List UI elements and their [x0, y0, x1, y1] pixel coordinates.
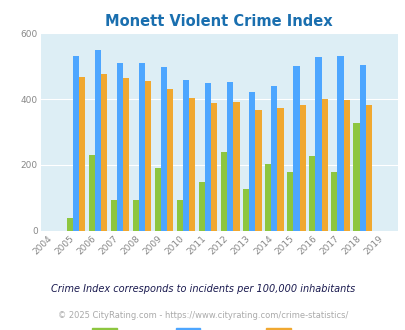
Bar — [233, 102, 239, 231]
Bar — [72, 56, 79, 231]
Bar — [271, 86, 277, 231]
Bar — [95, 50, 101, 231]
Bar — [352, 123, 358, 231]
Bar — [286, 172, 293, 231]
Bar — [205, 83, 211, 231]
Bar — [117, 63, 123, 231]
Bar — [337, 56, 343, 231]
Bar — [343, 100, 349, 231]
Bar — [111, 200, 117, 231]
Bar — [211, 103, 217, 231]
Title: Monett Violent Crime Index: Monett Violent Crime Index — [105, 14, 332, 29]
Bar — [139, 63, 145, 231]
Bar — [309, 156, 315, 231]
Bar — [66, 218, 72, 231]
Bar — [243, 189, 249, 231]
Bar — [154, 168, 161, 231]
Legend: Monett, Missouri, National: Monett, Missouri, National — [87, 324, 350, 330]
Bar — [177, 200, 183, 231]
Bar — [264, 164, 271, 231]
Bar — [227, 82, 233, 231]
Bar — [167, 89, 173, 231]
Bar — [255, 110, 261, 231]
Bar — [132, 200, 139, 231]
Bar — [161, 67, 167, 231]
Bar — [79, 77, 85, 231]
Bar — [299, 105, 305, 231]
Bar — [358, 65, 365, 231]
Bar — [277, 108, 283, 231]
Bar — [189, 98, 195, 231]
Bar — [123, 78, 129, 231]
Bar — [198, 182, 205, 231]
Text: Crime Index corresponds to incidents per 100,000 inhabitants: Crime Index corresponds to incidents per… — [51, 284, 354, 294]
Bar — [88, 155, 95, 231]
Bar — [220, 152, 227, 231]
Bar — [249, 92, 255, 231]
Bar — [330, 172, 337, 231]
Bar — [183, 80, 189, 231]
Text: © 2025 CityRating.com - https://www.cityrating.com/crime-statistics/: © 2025 CityRating.com - https://www.city… — [58, 312, 347, 320]
Bar — [321, 99, 327, 231]
Bar — [365, 105, 371, 231]
Bar — [145, 81, 151, 231]
Bar — [315, 57, 321, 231]
Bar — [293, 66, 299, 231]
Bar — [101, 74, 107, 231]
